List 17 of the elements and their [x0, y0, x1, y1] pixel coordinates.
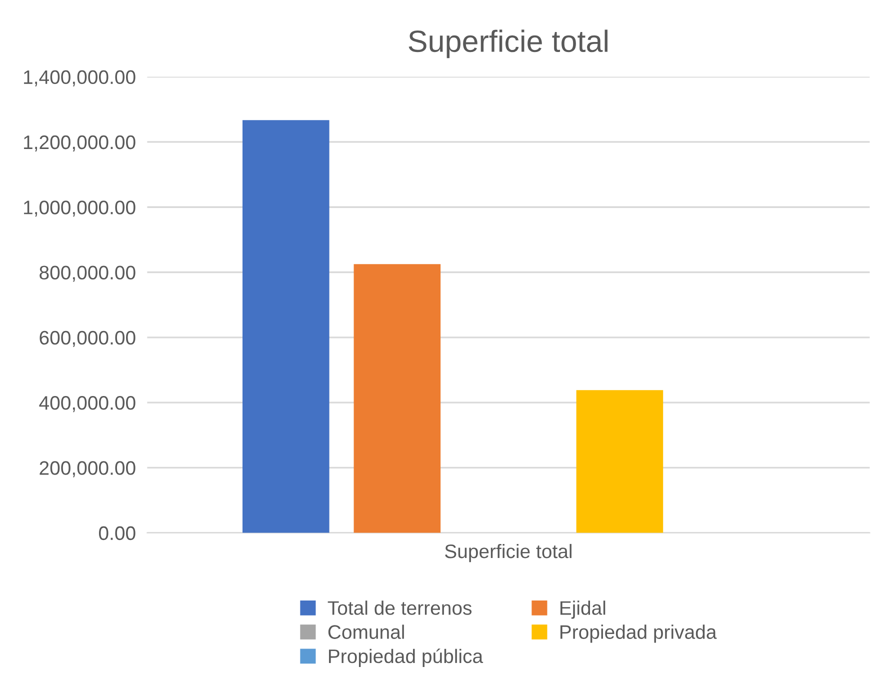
y-tick-label: 1,400,000.00 — [24, 70, 136, 86]
y-tick-label: 800,000.00 — [40, 266, 136, 282]
y-tick-label: 1,200,000.00 — [24, 135, 136, 152]
legend-label: Comunal — [328, 624, 404, 639]
chart-title: Superficie total — [408, 30, 608, 58]
legend-label: Propiedad pública — [328, 648, 484, 667]
y-tick-label: 0.00 — [98, 526, 136, 540]
legend-label: Propiedad privada — [560, 624, 717, 643]
y-tick-label: 200,000.00 — [40, 461, 136, 478]
y-tick-label: 1,000,000.00 — [24, 200, 136, 217]
y-tick-label: 400,000.00 — [39, 396, 136, 412]
bar — [242, 120, 330, 533]
bar — [576, 390, 664, 533]
y-tick-label: 600,000.00 — [40, 330, 136, 347]
legend-label: Ejidal — [560, 600, 606, 619]
bar — [354, 264, 441, 533]
legend-label: Total de terrenos — [328, 600, 472, 615]
